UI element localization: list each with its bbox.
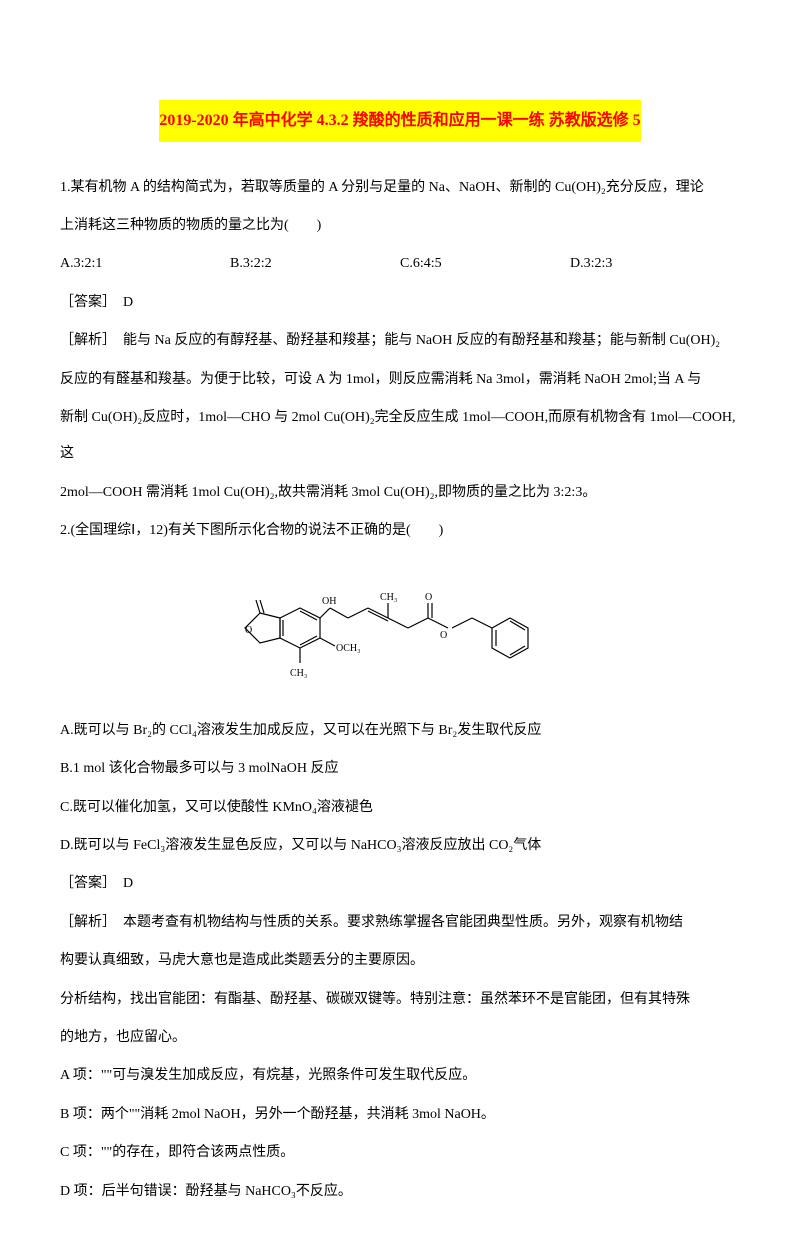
- q1-option-c: C.6:4:5: [400, 246, 570, 282]
- svg-text:O: O: [440, 630, 447, 641]
- q2-exp-6: B 项：两个""消耗 2mol NaOH，另外一个酚羟基，共消耗 3mol Na…: [60, 1097, 740, 1133]
- q2-exp-5: A 项：""可与溴发生加成反应，有烷基，光照条件可发生取代反应。: [60, 1058, 740, 1094]
- q1-answer: ［答案］ D: [60, 285, 740, 321]
- q2-option-d: D.既可以与 FeCl₃溶液发生显色反应，又可以与 NaHCO₃溶液反应放出 C…: [60, 828, 740, 864]
- svg-text:O: O: [245, 625, 252, 636]
- q1-exp-1: ［解析］ 能与 Na 反应的有醇羟基、酚羟基和羧基；能与 NaOH 反应的有酚羟…: [60, 323, 740, 359]
- q1-exp-3: 新制 Cu(OH)₂反应时，1mol—CHO 与 2mol Cu(OH)₂完全反…: [60, 400, 740, 473]
- q2-answer: ［答案］ D: [60, 866, 740, 902]
- q1-option-a: A.3:2:1: [60, 246, 230, 282]
- svg-text:O: O: [425, 592, 432, 603]
- q1-stem-1: 1.某有机物 A 的结构简式为，若取等质量的 A 分别与足量的 Na、NaOH、…: [60, 170, 740, 206]
- q2-exp-1: ［解析］ 本题考查有机物结构与性质的关系。要求熟练掌握各官能团典型性质。另外，观…: [60, 905, 740, 941]
- svg-text:CH₃: CH₃: [290, 668, 307, 679]
- svg-text:CH₃: CH₃: [380, 592, 397, 603]
- molecule-diagram: O OH OCH₃ CH₃ CH₃: [60, 558, 740, 703]
- q1-options: A.3:2:1 B.3:2:2 C.6:4:5 D.3:2:3: [60, 246, 740, 282]
- q1-option-b: B.3:2:2: [230, 246, 400, 282]
- q1-exp-2: 反应的有醛基和羧基。为便于比较，可设 A 为 1mol，则反应需消耗 Na 3m…: [60, 362, 740, 398]
- q1-option-d: D.3:2:3: [570, 246, 740, 282]
- q2-exp-8: D 项：后半句错误：酚羟基与 NaHCO₃不反应。: [60, 1174, 740, 1210]
- molecule-svg: O OH OCH₃ CH₃ CH₃: [230, 558, 570, 688]
- q2-option-c: C.既可以催化加氢，又可以使酸性 KMnO₄溶液褪色: [60, 790, 740, 826]
- q1-exp-4: 2mol—COOH 需消耗 1mol Cu(OH)₂,故共需消耗 3mol Cu…: [60, 475, 740, 511]
- q2-exp-2: 构要认真细致，马虎大意也是造成此类题丢分的主要原因。: [60, 943, 740, 979]
- q2-stem: 2.(全国理综Ⅰ，12)有关下图所示化合物的说法不正确的是( ): [60, 513, 740, 549]
- q2-exp-7: C 项：""的存在，即符合该两点性质。: [60, 1135, 740, 1171]
- svg-text:OCH₃: OCH₃: [336, 643, 361, 654]
- q2-exp-3: 分析结构，找出官能团：有酯基、酚羟基、碳碳双键等。特别注意：虽然苯环不是官能团，…: [60, 982, 740, 1018]
- svg-text:OH: OH: [322, 596, 336, 607]
- q2-option-a: A.既可以与 Br₂的 CCl₄溶液发生加成反应，又可以在光照下与 Br₂发生取…: [60, 713, 740, 749]
- doc-title: 2019-2020 年高中化学 4.3.2 羧酸的性质和应用一课一练 苏教版选修…: [159, 100, 640, 142]
- q2-exp-4: 的地方，也应留心。: [60, 1020, 740, 1056]
- q2-option-b: B.1 mol 该化合物最多可以与 3 molNaOH 反应: [60, 751, 740, 787]
- q1-stem-2: 上消耗这三种物质的物质的量之比为( ): [60, 208, 740, 244]
